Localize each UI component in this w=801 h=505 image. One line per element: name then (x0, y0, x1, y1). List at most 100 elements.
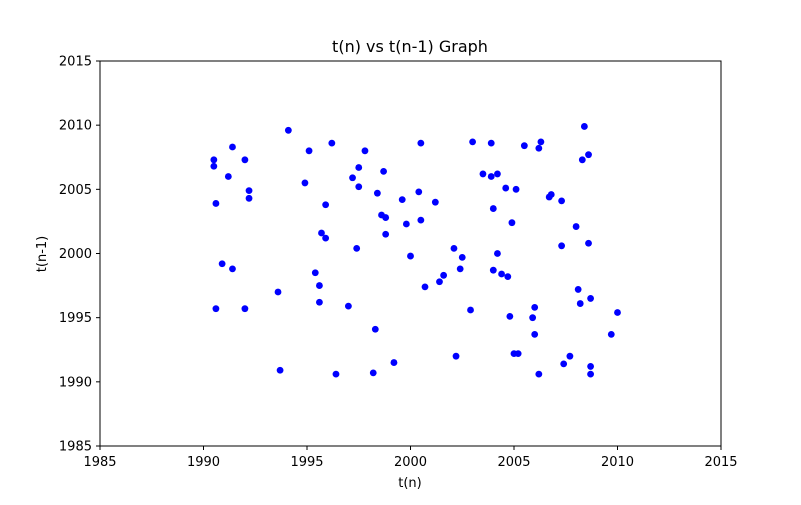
data-point (572, 223, 580, 230)
x-tick-label: 2000 (394, 455, 427, 470)
data-point (382, 230, 390, 238)
data-point (407, 252, 414, 260)
y-tick-label: 1985 (59, 440, 92, 455)
data-point (614, 309, 621, 316)
x-axis: 1985 1990 1995 2000 2005 2010 2015 (83, 446, 738, 470)
data-point (421, 283, 429, 291)
data-point (487, 139, 495, 147)
data-point (520, 142, 528, 150)
data-point (355, 164, 363, 171)
data-point (512, 185, 520, 193)
data-point (415, 188, 423, 196)
data-points (210, 123, 621, 378)
data-point (274, 288, 282, 296)
data-point (229, 265, 236, 273)
data-point (311, 269, 319, 277)
data-point (436, 278, 443, 286)
data-point (276, 366, 284, 374)
data-point (467, 306, 474, 314)
chart-title: t(n) vs t(n-1) Graph (332, 37, 488, 56)
data-point (440, 271, 448, 279)
y-tick-label: 2015 (59, 55, 92, 70)
data-point (535, 144, 543, 152)
x-tick-label: 1985 (83, 455, 116, 470)
y-tick-label: 2005 (59, 183, 92, 198)
data-point (353, 244, 361, 252)
data-point (456, 265, 464, 273)
x-tick-label: 2005 (497, 455, 530, 470)
data-point (558, 197, 566, 205)
data-point (529, 314, 537, 322)
data-point (585, 239, 592, 247)
data-point (390, 359, 398, 366)
x-tick-label: 1990 (187, 455, 220, 470)
data-point (417, 139, 425, 147)
data-point (328, 139, 336, 147)
data-point (245, 194, 253, 202)
data-point (502, 184, 510, 192)
data-point (574, 286, 582, 293)
data-point (431, 198, 439, 206)
data-point (218, 260, 226, 268)
y-axis: 1985 1990 1995 2000 2005 2010 2015 (59, 55, 100, 455)
data-point (531, 304, 539, 311)
data-point (212, 200, 220, 207)
data-point (373, 189, 381, 197)
data-point (241, 156, 249, 164)
data-point (450, 244, 458, 252)
data-point (494, 250, 501, 257)
data-point (382, 214, 390, 221)
data-point (322, 201, 330, 209)
data-point (322, 234, 330, 242)
y-tick-label: 1995 (59, 311, 92, 326)
data-point (547, 191, 555, 198)
data-point (212, 305, 220, 313)
data-point (417, 216, 425, 224)
data-point (576, 300, 584, 307)
data-point (210, 156, 218, 164)
data-point (607, 330, 615, 338)
data-point (560, 360, 568, 368)
data-point (587, 363, 594, 370)
data-point (558, 242, 566, 250)
data-point (402, 220, 410, 228)
data-point (371, 325, 379, 333)
data-point (224, 173, 232, 180)
data-point (229, 143, 236, 151)
data-point (578, 156, 586, 164)
y-tick-label: 2010 (59, 119, 92, 134)
data-point (380, 167, 387, 175)
data-point (535, 370, 543, 378)
data-point (531, 330, 539, 338)
data-point (305, 147, 313, 155)
data-point (506, 312, 514, 320)
data-point (245, 187, 253, 195)
data-point (316, 282, 323, 289)
data-point (587, 295, 594, 302)
data-point (284, 126, 292, 134)
data-point (301, 179, 309, 187)
x-tick-label: 2010 (601, 455, 634, 470)
data-point (355, 183, 363, 191)
x-tick-label: 1995 (290, 455, 323, 470)
data-point (580, 123, 588, 130)
data-point (508, 219, 516, 227)
data-point (361, 147, 369, 155)
data-point (345, 302, 352, 310)
y-tick-label: 2000 (59, 247, 92, 262)
y-axis-label: t(n-1) (35, 236, 50, 272)
y-tick-label: 1990 (59, 375, 92, 390)
data-point (210, 162, 218, 170)
data-point (489, 266, 497, 274)
data-point (332, 370, 340, 378)
data-point (458, 253, 466, 261)
data-point (369, 369, 377, 377)
data-point (487, 173, 495, 180)
data-point (585, 151, 592, 159)
data-point (479, 170, 487, 178)
data-point (241, 305, 249, 313)
data-point (452, 352, 460, 360)
data-point (514, 350, 522, 357)
